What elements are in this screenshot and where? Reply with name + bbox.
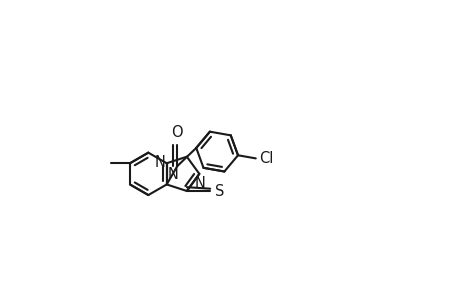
Text: Cl: Cl bbox=[258, 151, 273, 166]
Text: O: O bbox=[171, 125, 183, 140]
Text: N: N bbox=[194, 176, 205, 191]
Text: N: N bbox=[154, 154, 165, 169]
Text: S: S bbox=[214, 184, 224, 199]
Text: N: N bbox=[167, 167, 178, 182]
